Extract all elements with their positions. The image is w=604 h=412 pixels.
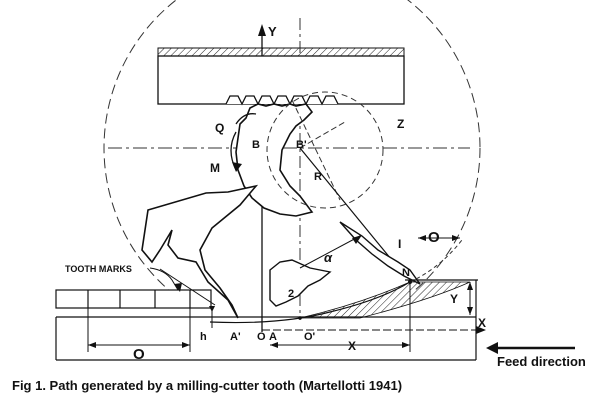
gear bbox=[235, 103, 314, 217]
feed-direction-label: Feed direction bbox=[497, 354, 586, 369]
alpha-arrow bbox=[352, 235, 362, 244]
figure-caption: Fig 1. Path generated by a milling-cutte… bbox=[12, 378, 403, 393]
label-M: M bbox=[210, 161, 220, 175]
gear-line-2 bbox=[299, 121, 346, 149]
label-A-prime: A' bbox=[230, 331, 241, 343]
alpha-line bbox=[299, 235, 361, 269]
label-R: R bbox=[314, 171, 322, 183]
cutter-circle bbox=[103, 0, 481, 290]
label-h: h bbox=[200, 331, 207, 343]
x-dim-arrow-left bbox=[270, 342, 278, 348]
pitch-circle bbox=[266, 91, 384, 209]
label-O-prime: O' bbox=[304, 331, 316, 343]
label-X-axis: X bbox=[478, 316, 486, 330]
rack-hatch bbox=[157, 47, 405, 57]
gear-line-1 bbox=[291, 99, 341, 201]
chip-area bbox=[299, 281, 471, 319]
label-I: I bbox=[398, 237, 401, 251]
rotation-arrow-head bbox=[232, 162, 242, 172]
o-dim-arrow-right bbox=[182, 342, 190, 348]
label-Q: Q bbox=[215, 121, 224, 135]
rack-teeth bbox=[225, 95, 339, 106]
tooth-marks-label: TOOTH MARKS bbox=[65, 264, 132, 274]
h-arrow bbox=[209, 306, 215, 312]
label-A: A bbox=[269, 331, 277, 343]
tooth-marks-leader-2 bbox=[159, 268, 216, 306]
point-O-prime bbox=[298, 316, 302, 320]
label-B-prime: B' bbox=[296, 139, 307, 151]
label-Y-dim: Y bbox=[450, 292, 458, 306]
x-axis-arrow bbox=[476, 326, 486, 334]
y-axis-arrow bbox=[258, 24, 266, 36]
y-dim-arrow-bottom bbox=[467, 307, 473, 315]
o-dim-arrow-left bbox=[88, 342, 96, 348]
label-2: 2 bbox=[288, 288, 294, 300]
tooth-marks-arrowhead bbox=[174, 283, 182, 292]
feed-direction-arrowhead bbox=[486, 342, 498, 354]
label-alpha: α bbox=[324, 250, 333, 265]
point-N bbox=[408, 280, 412, 284]
x-dim-arrow-right bbox=[402, 342, 410, 348]
tooth-mark-strip bbox=[55, 289, 212, 309]
label-Z: Z bbox=[397, 117, 404, 131]
cutter-body bbox=[141, 184, 259, 319]
o-top-arrow-right bbox=[452, 235, 460, 241]
q-arrow bbox=[235, 113, 257, 125]
cutter-tooth-2 bbox=[269, 259, 332, 307]
label-O-small: O bbox=[257, 331, 266, 343]
label-Y: Y bbox=[268, 24, 277, 39]
label-B: B bbox=[252, 139, 260, 151]
label-N: N bbox=[402, 267, 410, 279]
arc-O-dashed bbox=[409, 239, 463, 283]
o-top-arrow-left bbox=[418, 235, 426, 241]
y-dim-arrow-top bbox=[467, 282, 473, 290]
label-X-dim: X bbox=[348, 339, 356, 353]
label-O-bottom: O bbox=[133, 346, 145, 363]
tooth-marks-leader bbox=[149, 267, 179, 291]
label-O-top: O bbox=[428, 229, 440, 246]
radius-line bbox=[299, 147, 401, 271]
